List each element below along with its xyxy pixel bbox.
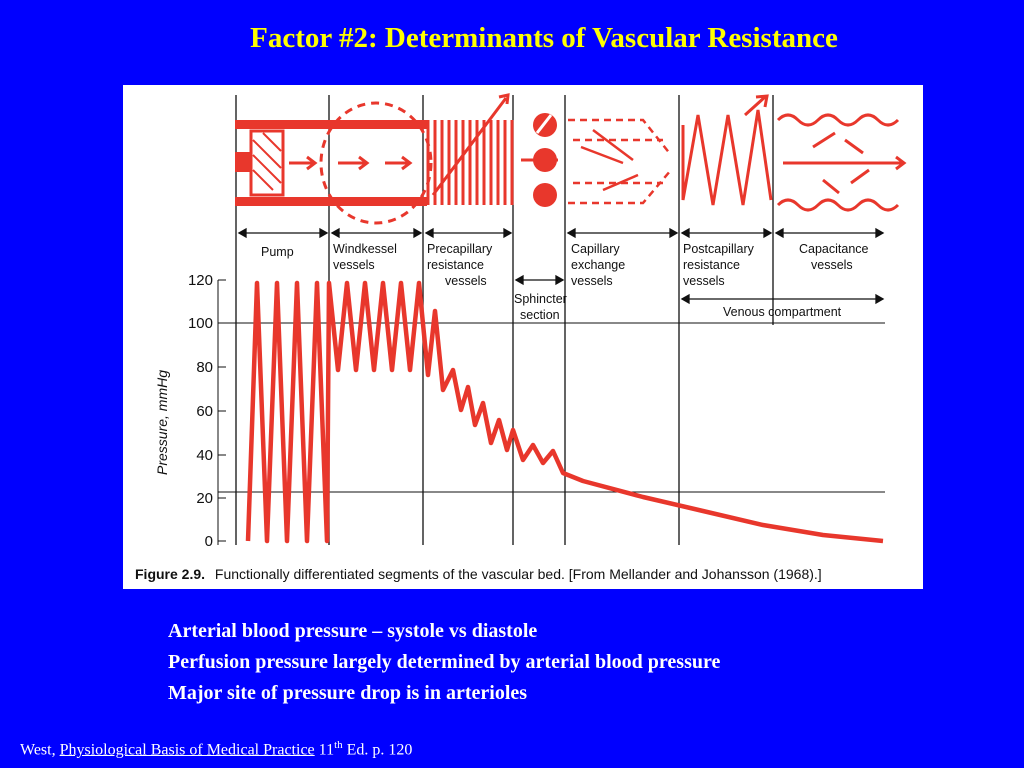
y-axis: 120 100 80 60 40 20 0 Pressure, mmHg (154, 272, 226, 550)
sphincter-illustration (521, 113, 558, 207)
windkessel-illustration (319, 101, 433, 225)
svg-text:Capillary: Capillary (571, 242, 620, 256)
svg-text:vessels: vessels (683, 274, 725, 288)
svg-text:100: 100 (188, 315, 213, 332)
svg-text:vessels: vessels (571, 274, 613, 288)
vascular-bed-figure: Pump Windkessel vessels Precapillary res… (123, 85, 923, 589)
postcapillary-illustration (681, 94, 773, 206)
figure-caption: Figure 2.9. Functionally differentiated … (135, 566, 822, 582)
svg-text:Precapillary: Precapillary (427, 242, 493, 256)
capacitance-illustration (776, 113, 907, 212)
svg-text:60: 60 (196, 403, 213, 420)
pump-illustration (235, 120, 427, 206)
svg-text:vessels: vessels (445, 274, 487, 288)
svg-text:resistance: resistance (427, 258, 484, 272)
svg-text:Postcapillary: Postcapillary (683, 242, 755, 256)
y-tick-marks (218, 279, 226, 542)
svg-text:Sphincter: Sphincter (514, 292, 567, 306)
bullet-item: Arterial blood pressure – systole vs dia… (168, 620, 538, 642)
svg-text:40: 40 (196, 447, 213, 464)
svg-text:Windkessel: Windkessel (333, 242, 397, 256)
svg-text:resistance: resistance (683, 258, 740, 272)
svg-text:vessels: vessels (811, 258, 853, 272)
label-venous-compartment: Venous compartment (723, 305, 842, 319)
svg-text:80: 80 (196, 359, 213, 376)
svg-text:Capacitance: Capacitance (799, 242, 869, 256)
citation-rest: Ed. p. 120 (346, 741, 413, 759)
svg-text:0: 0 (205, 533, 213, 550)
segment-labels: Pump Windkessel vessels Precapillary res… (261, 242, 869, 322)
pressure-trace (245, 280, 884, 544)
slide-title: Factor #2: Determinants of Vascular Resi… (250, 22, 838, 54)
svg-text:vessels: vessels (333, 258, 375, 272)
capillary-illustration (568, 118, 672, 205)
vascular-diagram: Pump Windkessel vessels Precapillary res… (135, 93, 907, 582)
precapillary-coil (426, 93, 514, 205)
svg-text:120: 120 (188, 272, 213, 289)
bullet-list: Arterial blood pressure – systole vs dia… (168, 616, 720, 709)
citation-edition: 11 (318, 741, 335, 759)
bullet-item: Perfusion pressure largely determined by… (168, 651, 721, 673)
citation-edition-sup: th (334, 739, 343, 751)
citation-author: West, (20, 741, 56, 759)
citation: West, Physiological Basis of Medical Pra… (20, 739, 412, 759)
svg-text:20: 20 (196, 490, 213, 507)
y-axis-label: Pressure, mmHg (154, 370, 170, 475)
svg-text:section: section (520, 308, 560, 322)
citation-book: Physiological Basis of Medical Practice (59, 741, 315, 759)
segment-arrows (237, 227, 885, 305)
label-pump: Pump (261, 245, 294, 259)
svg-text:exchange: exchange (571, 258, 625, 272)
bullet-item: Major site of pressure drop is in arteri… (168, 682, 528, 704)
